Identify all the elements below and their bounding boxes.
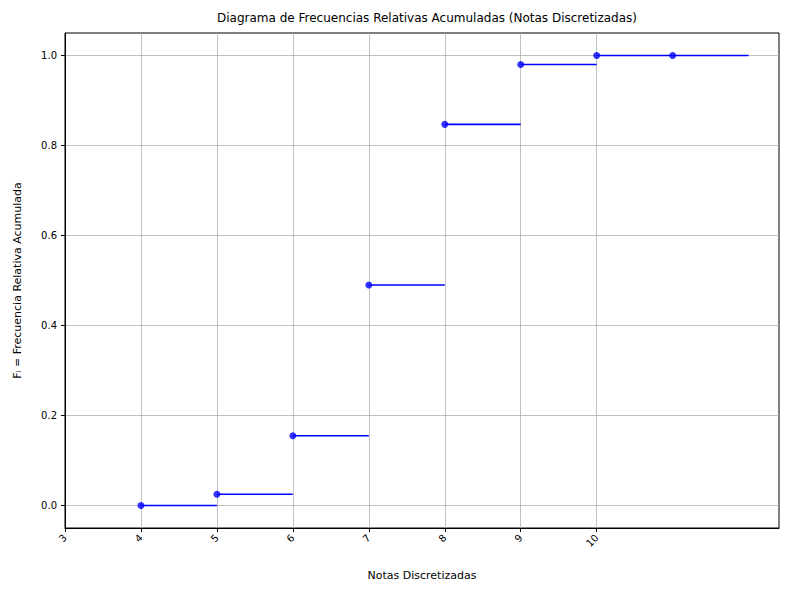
svg-text:6: 6 [284,532,296,544]
svg-text:0.6: 0.6 [41,230,57,241]
svg-text:0.2: 0.2 [41,410,57,421]
svg-text:1.0: 1.0 [41,50,57,61]
svg-text:0.4: 0.4 [41,320,57,331]
svg-text:10: 10 [584,532,601,549]
svg-text:9: 9 [512,532,524,544]
svg-text:3: 3 [57,532,69,544]
svg-text:7: 7 [360,532,372,544]
svg-text:8: 8 [436,532,448,544]
svg-text:0.8: 0.8 [41,140,57,151]
svg-text:5: 5 [209,532,221,544]
svg-text:4: 4 [133,532,145,544]
svg-text:Diagrama de Frecuencias Relati: Diagrama de Frecuencias Relativas Acumul… [217,11,637,25]
svg-text:0.0: 0.0 [41,500,57,511]
svg-text:Notas Discretizadas: Notas Discretizadas [368,569,477,582]
svg-text:Fᵢ = Frecuencia Relativa Acumu: Fᵢ = Frecuencia Relativa Acumulada [11,182,24,379]
